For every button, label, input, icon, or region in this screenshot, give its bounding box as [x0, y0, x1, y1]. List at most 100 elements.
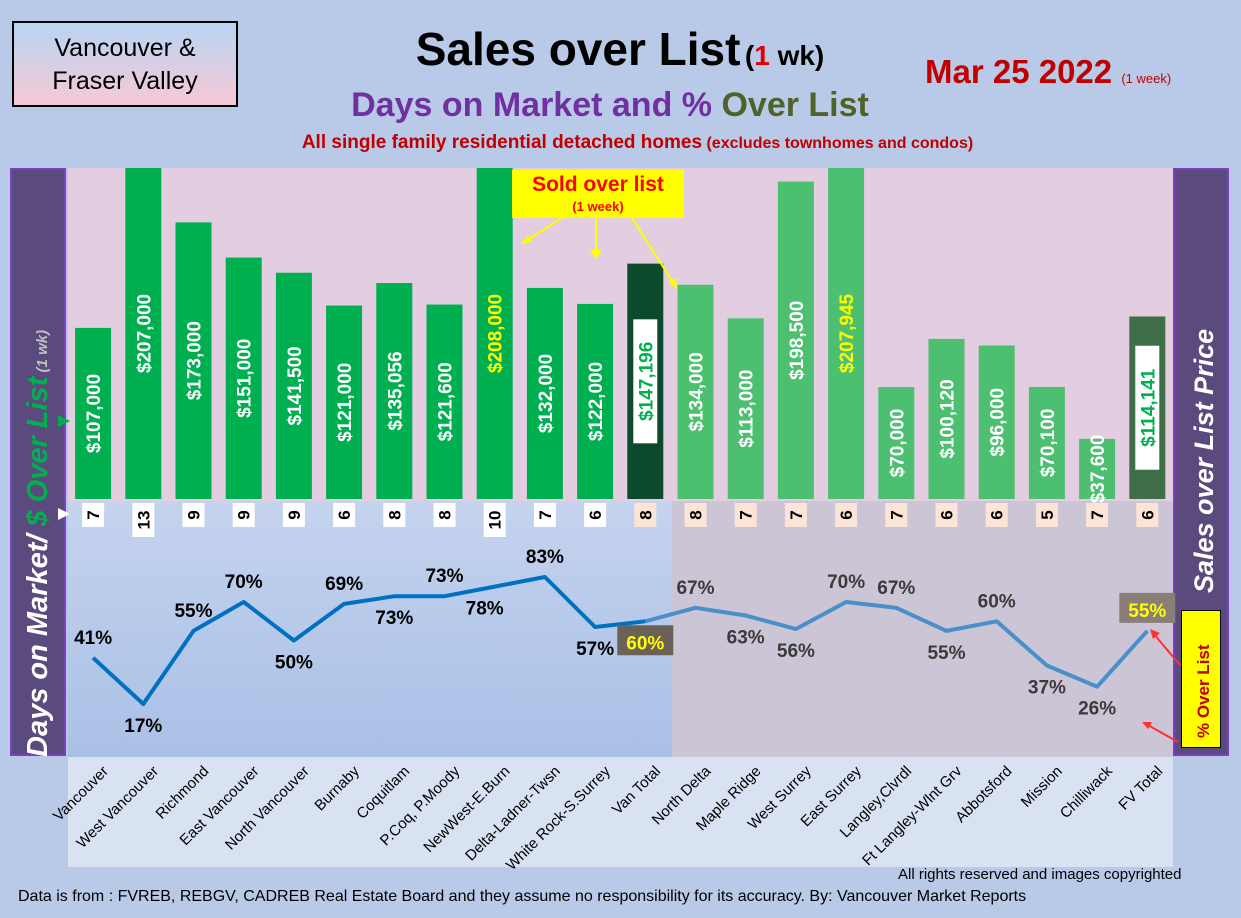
bar-value-label-4: $141,500	[285, 346, 306, 425]
days-label-11: 8	[636, 510, 655, 519]
bar-8	[476, 168, 513, 499]
days-box-19	[1035, 503, 1058, 527]
bar-value-label-19: $70,100	[1038, 409, 1059, 478]
bar-labels-group: $107,000 $207,000 $173,000 $151,000 $141,500…	[84, 293, 1160, 504]
pct-label-0: 41%	[74, 628, 112, 649]
bar-13	[727, 318, 764, 499]
pct-line-van	[91, 575, 646, 706]
days-box-5	[333, 503, 356, 527]
bar-value-label-9: $132,000	[536, 354, 557, 433]
callout-box	[512, 170, 684, 218]
days-box-12	[684, 503, 707, 527]
chart-subtitle: Days on Market and % Over List	[300, 86, 920, 125]
days-label-0: 7	[84, 510, 103, 519]
pct-label-16: 67%	[877, 578, 915, 599]
pct-label-5: 69%	[325, 574, 363, 595]
left-axis-arrow-days	[58, 508, 70, 520]
bar-value-label-0: $107,000	[84, 374, 105, 453]
bar-4	[275, 272, 312, 499]
bar-value-label-13: $113,000	[737, 370, 758, 448]
callout-arrow-3-head	[668, 278, 677, 289]
pct-label-18: 60%	[978, 591, 1016, 612]
days-label-19: 5	[1038, 510, 1057, 519]
days-label-15: 6	[837, 510, 856, 519]
days-box-4	[282, 503, 305, 527]
bar-value-label-6: $135,056	[385, 351, 406, 430]
days-box-10	[584, 503, 607, 527]
days-box-6	[383, 503, 406, 527]
days-label-12: 8	[687, 510, 706, 519]
bar-value-label-21: $114,141	[1138, 368, 1159, 447]
pct-arrow-2	[1145, 723, 1179, 743]
bar-label-bg-11	[633, 319, 658, 444]
days-box-14	[784, 503, 807, 527]
pct-label-21: 55%	[1128, 601, 1166, 622]
bar-14	[777, 181, 814, 499]
bar-value-label-12: $134,000	[687, 352, 708, 431]
days-label-18: 6	[988, 510, 1007, 519]
pct-arrow-2-head	[1142, 722, 1152, 729]
bar-value-label-11: $147,196	[636, 342, 657, 421]
pct-label-10: 57%	[576, 639, 614, 660]
title-paren-rest: wk)	[769, 40, 825, 71]
days-label-21: 6	[1138, 510, 1157, 519]
line-panel-background-van	[68, 501, 672, 757]
pct-label-9: 83%	[526, 547, 564, 568]
bar-16	[878, 387, 915, 499]
days-label-20: 7	[1088, 510, 1107, 519]
bar-0	[75, 327, 112, 499]
days-label-7: 8	[436, 510, 455, 519]
pct-label-20: 26%	[1078, 699, 1116, 720]
bar-value-label-3: $151,000	[235, 339, 256, 418]
bar-value-label-16: $70,000	[887, 409, 908, 478]
left-axis-title: Days on Market/ $ Over List (1 wk)	[22, 330, 54, 757]
bar-19	[1028, 386, 1065, 499]
days-box-2	[182, 503, 205, 527]
left-axis-part-3: (1 wk)	[34, 330, 51, 377]
bar-value-label-7: $121,600	[436, 362, 457, 441]
bar-17	[928, 338, 965, 499]
bar-9	[526, 287, 563, 499]
days-label-14: 7	[787, 510, 806, 519]
bar-12	[677, 284, 714, 499]
pct-over-list-box	[1181, 610, 1221, 748]
footer-rights: All rights reserved and images copyright…	[898, 866, 1182, 883]
days-label-8: 10	[486, 511, 505, 530]
bar-18	[978, 345, 1015, 499]
days-label-9: 7	[536, 510, 555, 519]
pct-labels-group: 41%17%55%70%50%69%73%73%78%83%57% 60%67%6…	[74, 547, 1176, 737]
line-panel-background-fv	[672, 501, 1173, 757]
pct-label-4: 50%	[275, 653, 313, 674]
days-box-18	[985, 503, 1008, 527]
days-box-15	[835, 503, 858, 527]
region-badge: Vancouver & Fraser Valley	[12, 21, 238, 107]
pct-label-13: 63%	[727, 627, 765, 648]
days-label-13: 7	[737, 510, 756, 519]
days-box-16	[885, 503, 908, 527]
subtitle-part-2: Over List	[721, 86, 869, 124]
callout-arrow-2-head	[590, 250, 602, 259]
days-label-6: 8	[385, 510, 404, 519]
days-box-17	[935, 503, 958, 527]
pct-total-box-21	[1119, 592, 1176, 623]
bar-value-label-20: $37,600	[1088, 435, 1109, 504]
bar-value-label-2: $173,000	[185, 321, 206, 400]
bar-6	[376, 283, 413, 499]
left-axis-panel	[10, 168, 66, 756]
days-label-1: 13	[134, 511, 153, 530]
bar-label-bg-21	[1135, 345, 1160, 470]
pct-arrow-1-head	[1150, 629, 1160, 639]
days-label-2: 9	[185, 510, 204, 519]
chart-description: All single family residential detached h…	[200, 132, 1075, 154]
bar-value-label-5: $121,000	[335, 363, 356, 442]
date-note: (1 week)	[1121, 71, 1172, 86]
subtitle-part-1: Days on Market and %	[351, 86, 722, 124]
bar-7	[426, 304, 463, 499]
pct-total-box-11	[617, 625, 674, 656]
bar-value-label-14: $198,500	[787, 301, 808, 380]
footer-source: Data is from : FVREB, REBGV, CADREB Real…	[18, 888, 1027, 905]
bar-20	[1079, 438, 1116, 499]
callout-arrow-1-head	[521, 235, 532, 244]
bar-10	[577, 303, 614, 499]
